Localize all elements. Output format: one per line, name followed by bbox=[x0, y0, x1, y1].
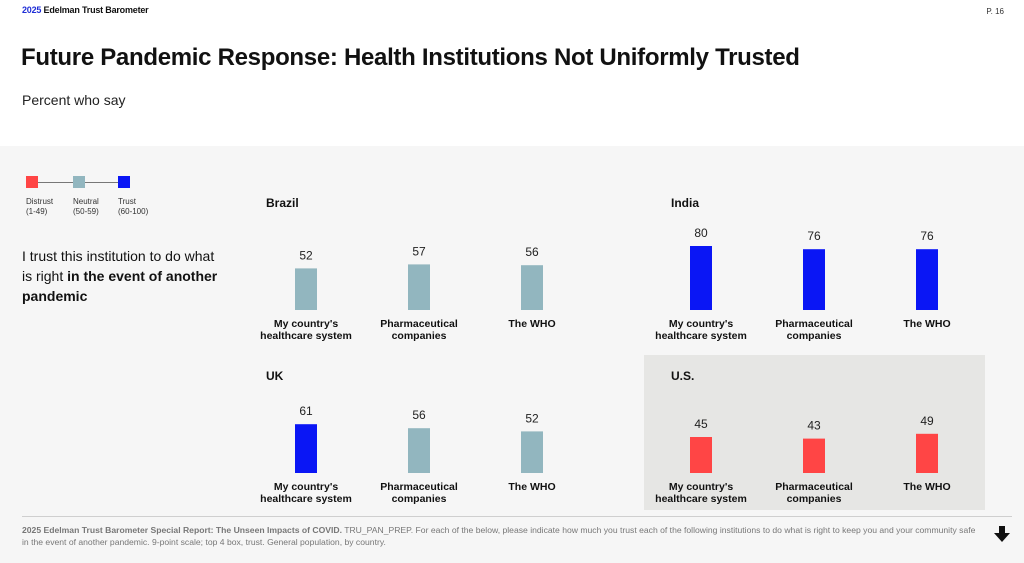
us-highlight-box bbox=[644, 355, 985, 510]
category-label: Pharmaceutical bbox=[380, 481, 458, 493]
data-label: 52 bbox=[299, 248, 313, 262]
data-label: 43 bbox=[807, 419, 821, 433]
category-label: The WHO bbox=[508, 481, 555, 493]
legend-swatch-trust bbox=[118, 176, 130, 188]
country-label-uk: UK bbox=[266, 369, 284, 383]
page-number: P. 16 bbox=[986, 7, 1004, 16]
category-label: healthcare system bbox=[655, 493, 747, 505]
bar-india-1 bbox=[803, 249, 825, 310]
category-label: The WHO bbox=[903, 318, 950, 330]
data-label: 56 bbox=[412, 408, 426, 422]
country-label-india: India bbox=[671, 196, 700, 210]
page-subtitle: Percent who say bbox=[22, 92, 126, 108]
footer-source: 2025 Edelman Trust Barometer Special Rep… bbox=[22, 525, 976, 547]
bar-india-0 bbox=[690, 246, 712, 310]
data-label: 52 bbox=[525, 411, 539, 425]
survey-statement: I trust this institution to do what is r… bbox=[22, 248, 218, 304]
data-label: 56 bbox=[525, 245, 539, 259]
brand-year: 2025 bbox=[22, 5, 42, 15]
category-label: My country's bbox=[669, 481, 734, 493]
bar-uk-1 bbox=[408, 428, 430, 473]
legend-swatch-neutral bbox=[73, 176, 85, 188]
bar-uk-0 bbox=[295, 424, 317, 473]
category-label: The WHO bbox=[508, 318, 555, 330]
brand-name: Edelman Trust Barometer bbox=[43, 5, 149, 15]
bar-uk-2 bbox=[521, 431, 543, 473]
data-label: 57 bbox=[412, 244, 426, 258]
footer-divider bbox=[22, 516, 1012, 517]
data-label: 61 bbox=[299, 404, 313, 418]
data-label: 45 bbox=[694, 417, 708, 431]
legend: Distrust (1-49) Neutral (50-59) Trust (60-1… bbox=[26, 174, 166, 224]
arrow-down-icon[interactable] bbox=[992, 524, 1012, 544]
bar-brazil-0 bbox=[295, 268, 317, 310]
category-label: Pharmaceutical bbox=[775, 318, 853, 330]
bar-brazil-2 bbox=[521, 265, 543, 310]
category-label: healthcare system bbox=[260, 330, 352, 342]
category-label: companies bbox=[787, 493, 842, 505]
bar-us-2 bbox=[916, 433, 938, 473]
data-label: 76 bbox=[920, 229, 934, 243]
category-label: healthcare system bbox=[260, 493, 352, 505]
legend-item-distrust: Distrust (1-49) bbox=[26, 197, 54, 216]
category-label: My country's bbox=[669, 318, 734, 330]
category-label: My country's bbox=[274, 318, 339, 330]
legend-swatch-distrust bbox=[26, 176, 38, 188]
category-label: Pharmaceutical bbox=[775, 481, 853, 493]
country-label-brazil: Brazil bbox=[266, 196, 299, 210]
data-label: 80 bbox=[694, 226, 708, 240]
category-label: healthcare system bbox=[655, 330, 747, 342]
category-label: Pharmaceutical bbox=[380, 318, 458, 330]
bar-india-2 bbox=[916, 249, 938, 310]
bar-us-0 bbox=[690, 437, 712, 473]
category-label: companies bbox=[787, 330, 842, 342]
legend-item-neutral: Neutral (50-59) bbox=[73, 197, 99, 216]
category-label: companies bbox=[392, 493, 447, 505]
data-label: 76 bbox=[807, 229, 821, 243]
bar-us-1 bbox=[803, 438, 825, 473]
category-label: My country's bbox=[274, 481, 339, 493]
legend-item-trust: Trust (60-100) bbox=[118, 197, 149, 216]
category-label: companies bbox=[392, 330, 447, 342]
page-title: Future Pandemic Response: Health Institu… bbox=[21, 44, 800, 71]
brand-logo: 2025 Edelman Trust Barometer bbox=[22, 5, 149, 15]
bar-brazil-1 bbox=[408, 264, 430, 310]
data-label: 49 bbox=[920, 414, 934, 428]
category-label: The WHO bbox=[903, 481, 950, 493]
country-label-us: U.S. bbox=[671, 369, 695, 383]
